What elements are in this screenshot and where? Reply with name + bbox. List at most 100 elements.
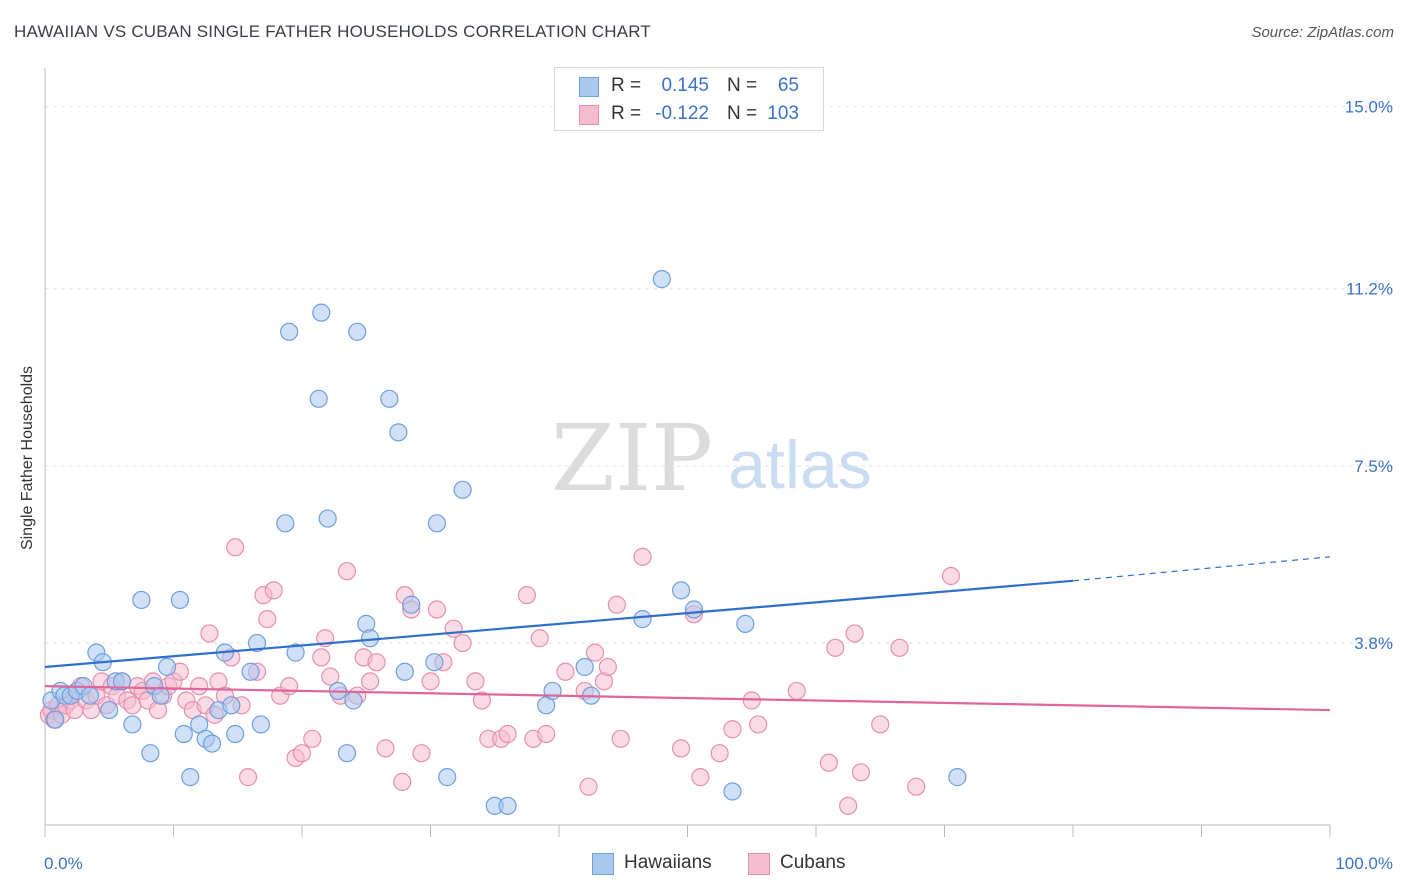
cubans-point [427, 600, 447, 619]
hawaiians-point [181, 768, 200, 787]
hawaiians-legend-label: Hawaiians [624, 852, 712, 873]
cubans-legend-label: Cubans [780, 852, 846, 873]
y-tick-label: 11.2% [1346, 280, 1393, 299]
hawaiians-point [498, 796, 517, 815]
cubans-point [819, 753, 838, 772]
cubans-point [845, 624, 864, 643]
hawaiians-point [438, 768, 457, 787]
cubans-point [321, 667, 340, 686]
hawaiians-trend-extension [1072, 556, 1331, 582]
y-tick-labels: 3.8% 7.5% 11.2% 15.0% [1345, 98, 1393, 653]
cubans-point [238, 768, 258, 787]
hawaiians-point [380, 389, 399, 408]
y-tick-label: 15.0% [1345, 98, 1393, 117]
chart-title: HAWAIIAN VS CUBAN SINGLE FATHER HOUSEHOL… [14, 22, 652, 41]
trend-lines [44, 556, 1331, 712]
hawaiians-trend-line [44, 579, 1074, 669]
cubans-point [871, 715, 890, 734]
r-value: 0.145 [661, 75, 709, 96]
cubans-legend-swatch [748, 853, 770, 875]
hawaiians-point [141, 744, 160, 763]
hawaiians-point [276, 514, 295, 533]
y-tick-label: 7.5% [1354, 457, 1393, 476]
hawaiians-point [247, 633, 267, 653]
hawaiians-point [80, 686, 100, 705]
y-axis-label: Single Father Households [19, 365, 36, 551]
legend-row-hawaiians: R = 0.145 N = 65 [555, 72, 823, 102]
cubans-point [453, 633, 472, 653]
x-tick-labels: 0.0% 100.0% [44, 854, 1393, 873]
cubans-point [633, 547, 652, 566]
cubans-point [421, 672, 440, 691]
hawaiians-point [123, 715, 142, 734]
hawaiians-point [251, 715, 270, 734]
cubans-point [337, 562, 357, 581]
r-label: R = [611, 103, 642, 124]
hawaiians-swatch [579, 77, 599, 97]
cubans-point [710, 744, 729, 763]
cubans-point [200, 624, 219, 643]
hawaiians-point [425, 653, 444, 672]
cubans-point [826, 638, 845, 657]
hawaiians-point [309, 389, 328, 408]
cubans-point [303, 729, 322, 748]
n-value: 103 [767, 103, 799, 124]
hawaiians-point [286, 643, 305, 662]
cubans-point [258, 609, 277, 629]
watermark-atlas: atlas [728, 427, 872, 503]
source-label: Source: ZipAtlas.com [1251, 24, 1394, 41]
cubans-point [226, 538, 245, 557]
cubans-point [598, 657, 617, 677]
n-label: N = [727, 75, 758, 96]
hawaiians-point [575, 657, 594, 677]
cubans-point [412, 744, 431, 763]
cubans-point [472, 691, 491, 710]
cubans-point [556, 662, 575, 681]
cubans-point [851, 763, 871, 782]
y-tick-label: 3.8% [1354, 634, 1393, 653]
hawaiians-point [46, 710, 65, 729]
cubans-point [579, 777, 598, 796]
cubans-point [361, 672, 380, 691]
cubans-point [691, 768, 710, 787]
cubans-point [530, 629, 549, 648]
hawaiians-point [344, 691, 363, 710]
watermark: ZIP atlas [551, 405, 872, 512]
hawaiians-points [42, 270, 967, 815]
cubans-point [264, 581, 283, 600]
cubans-point [466, 672, 485, 691]
cubans-trend-line [44, 685, 1331, 712]
cubans-point [292, 744, 312, 763]
hawaiians-point [157, 657, 177, 677]
cubans-point [123, 696, 142, 715]
hawaiians-point [723, 782, 742, 801]
hawaiians-point [948, 768, 967, 787]
correlation-legend: R = 0.145 N = 65 R = -0.122 N = 103 [554, 67, 824, 131]
hawaiians-point [389, 423, 408, 442]
hawaiians-legend-swatch [592, 853, 614, 875]
n-value: 65 [777, 75, 799, 96]
cubans-point [839, 796, 858, 815]
legend-row-cubans: R = -0.122 N = 103 [555, 100, 823, 130]
cubans-point [280, 677, 299, 696]
cubans-point [671, 739, 691, 758]
cubans-point [611, 729, 630, 748]
hawaiians-point [112, 672, 132, 691]
x-tick-label: 100.0% [1335, 854, 1393, 873]
cubans-point [367, 653, 386, 672]
hawaiians-point [652, 270, 671, 289]
hawaiians-point [226, 724, 245, 744]
cubans-points [39, 538, 961, 815]
hawaiians-point [318, 509, 337, 528]
cubans-point [723, 720, 742, 739]
cubans-point [749, 715, 768, 734]
n-label: N = [727, 103, 758, 124]
cubans-point [376, 739, 395, 758]
cubans-point [393, 772, 412, 792]
r-label: R = [611, 75, 642, 96]
cubans-point [787, 681, 806, 701]
grid-lines [45, 106, 1395, 644]
cubans-point [537, 724, 556, 744]
cubans-point [941, 566, 961, 586]
